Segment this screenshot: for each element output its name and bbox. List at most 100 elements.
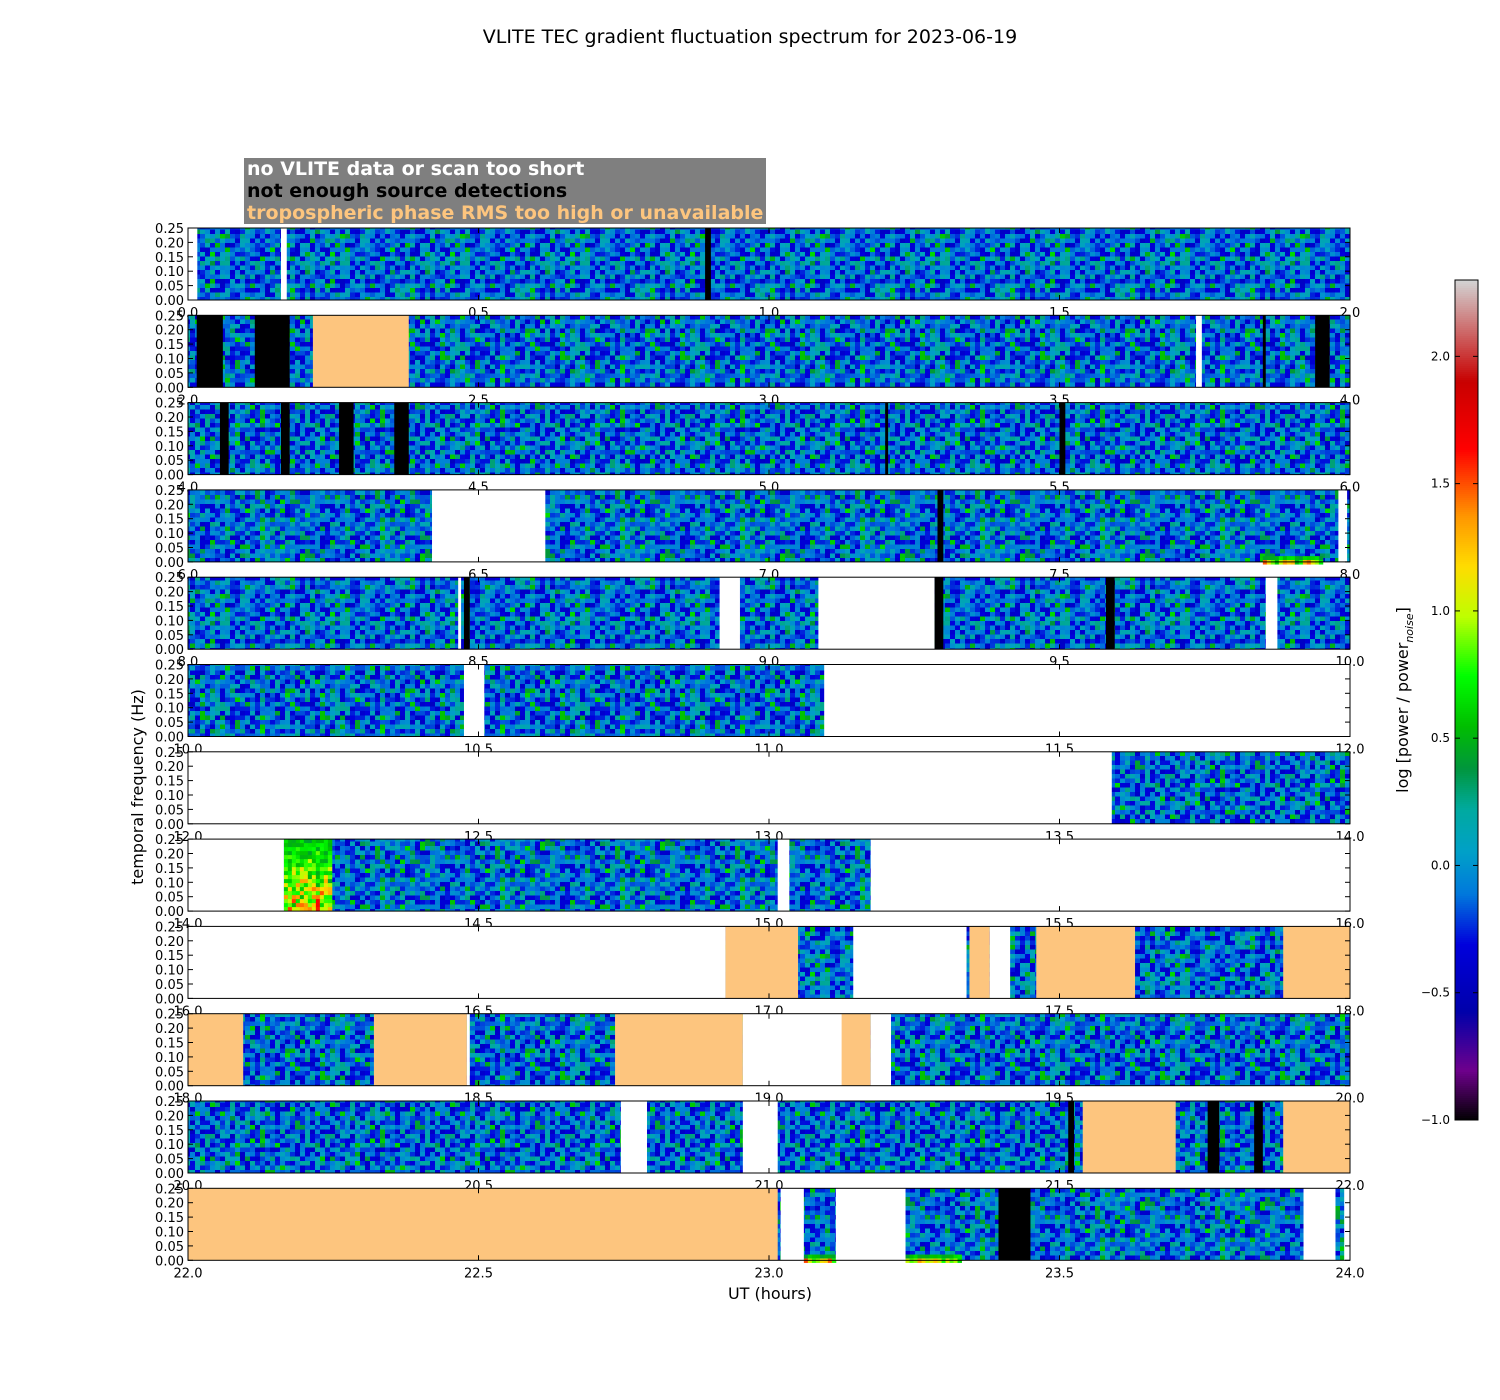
panel-7-hot-0 (319, 863, 325, 868)
colorbar-step (1455, 648, 1478, 651)
panel-7-hot-0 (295, 863, 301, 868)
panel-7-hot-0 (295, 859, 301, 864)
colorbar-step (1455, 420, 1478, 423)
colorbar-step (1455, 860, 1478, 863)
colorbar-step (1455, 680, 1478, 683)
panel-4: 0.000.050.100.150.200.258.0 8.5 9.0 9.5 10.0 (155, 571, 1364, 670)
colorbar-step (1455, 512, 1478, 515)
panel-7-hot-0 (287, 875, 293, 880)
colorbar-step (1455, 678, 1478, 681)
colorbar-tick-label-6: 2.0 (1431, 349, 1450, 363)
panel-0-ytick-label-3: 0.15 (155, 251, 184, 266)
panel-9-no-data-span-1 (742, 1013, 842, 1086)
panel-7-hot-0 (299, 899, 305, 904)
colorbar-step (1455, 308, 1478, 311)
panel-7-hot-0 (327, 859, 333, 864)
colorbar-step (1455, 580, 1478, 583)
colorbar-step (1455, 292, 1478, 295)
colorbar-step (1455, 720, 1478, 723)
colorbar-step (1455, 986, 1478, 989)
colorbar-step (1455, 742, 1478, 745)
panel-11-hot-1 (921, 1254, 926, 1259)
panel-8-tropo-span-1 (969, 926, 990, 999)
panel-4-ytick-label-4: 0.20 (155, 586, 184, 601)
panel-8-ytick-label-3: 0.15 (155, 949, 184, 964)
colorbar-step (1455, 312, 1478, 315)
colorbar-step (1455, 732, 1478, 735)
colorbar-step (1455, 526, 1478, 529)
colorbar-step (1455, 688, 1478, 691)
panel-6-ytick-label-2: 0.10 (155, 789, 184, 804)
colorbar-step (1455, 404, 1478, 407)
panel-11-xtick-label-1: 22.5 (464, 1266, 493, 1281)
panel-4-no-data-span-0 (458, 577, 462, 650)
colorbar-step (1455, 1080, 1478, 1083)
colorbar-step (1455, 912, 1478, 915)
panel-3-no-data-span-0 (432, 489, 546, 562)
colorbar-step (1455, 890, 1478, 893)
panel-7-hot-0 (327, 907, 333, 912)
panel-7-hot-0 (283, 855, 289, 860)
colorbar-step (1455, 938, 1478, 941)
colorbar-step (1455, 1004, 1478, 1007)
panel-11-hot-0 (819, 1254, 825, 1259)
panel-7-hot-0 (307, 863, 313, 868)
colorbar-step (1455, 326, 1478, 329)
colorbar-step (1455, 488, 1478, 491)
panel-10-few-sources-span-2 (1254, 1101, 1263, 1173)
panel-9-ytick-label-0: 0.00 (155, 1080, 184, 1095)
panel-7-hot-0 (315, 875, 321, 880)
colorbar-step (1455, 784, 1478, 787)
colorbar-step (1455, 582, 1478, 585)
colorbar-step (1455, 544, 1478, 547)
legend-no-data: no VLITE data or scan too short (247, 158, 585, 180)
panel-7-hot-0 (299, 851, 305, 856)
panel-7-hot-0 (295, 899, 301, 904)
colorbar-step (1455, 660, 1478, 663)
colorbar-step (1455, 792, 1478, 795)
panel-7-hot-0 (291, 895, 297, 900)
colorbar-step (1455, 506, 1478, 509)
colorbar-step (1455, 428, 1478, 431)
panel-7-hot-0 (283, 843, 289, 848)
colorbar-step (1455, 432, 1478, 435)
panel-0-ytick-label-0: 0.00 (155, 294, 184, 309)
panel-7-hot-0 (311, 883, 317, 888)
colorbar-step (1455, 858, 1478, 861)
colorbar-step (1455, 472, 1478, 475)
colorbar-step (1455, 316, 1478, 319)
colorbar-step (1455, 558, 1478, 561)
colorbar-step (1455, 880, 1478, 883)
colorbar-step (1455, 766, 1478, 769)
colorbar-step (1455, 956, 1478, 959)
panel-7-hot-0 (327, 903, 333, 908)
panel-7-hot-0 (327, 867, 333, 872)
colorbar-step (1455, 692, 1478, 695)
colorbar-step (1455, 834, 1478, 837)
colorbar-step (1455, 974, 1478, 977)
colorbar-step (1455, 722, 1478, 725)
panel-3-hot-0 (1306, 556, 1312, 561)
panel-7-hot-0 (311, 859, 317, 864)
panel-7-hot-0 (283, 903, 289, 908)
colorbar-step (1455, 578, 1478, 581)
panel-7-hot-0 (303, 863, 309, 868)
panel-9-tropo-span-2 (615, 1013, 743, 1086)
panel-7-hot-0 (319, 867, 325, 872)
colorbar-step (1455, 1104, 1478, 1107)
panel-7-hot-0 (291, 875, 297, 880)
colorbar-step (1455, 942, 1478, 945)
panel-11-hot-1 (909, 1254, 914, 1259)
panel-3-hot-0 (1318, 556, 1324, 561)
panel-7-hot-0 (287, 851, 293, 856)
panel-7-hot-0 (319, 851, 325, 856)
colorbar-step (1455, 718, 1478, 721)
colorbar-step (1455, 714, 1478, 717)
colorbar-step (1455, 494, 1478, 497)
colorbar-step (1455, 622, 1478, 625)
colorbar-label-end: ] (1393, 607, 1412, 613)
panel-4-no-data-span-1 (719, 577, 740, 650)
panel-11-ytick-label-5: 0.25 (155, 1182, 184, 1197)
panel-7-hot-0 (287, 871, 293, 876)
colorbar-step (1455, 388, 1478, 391)
